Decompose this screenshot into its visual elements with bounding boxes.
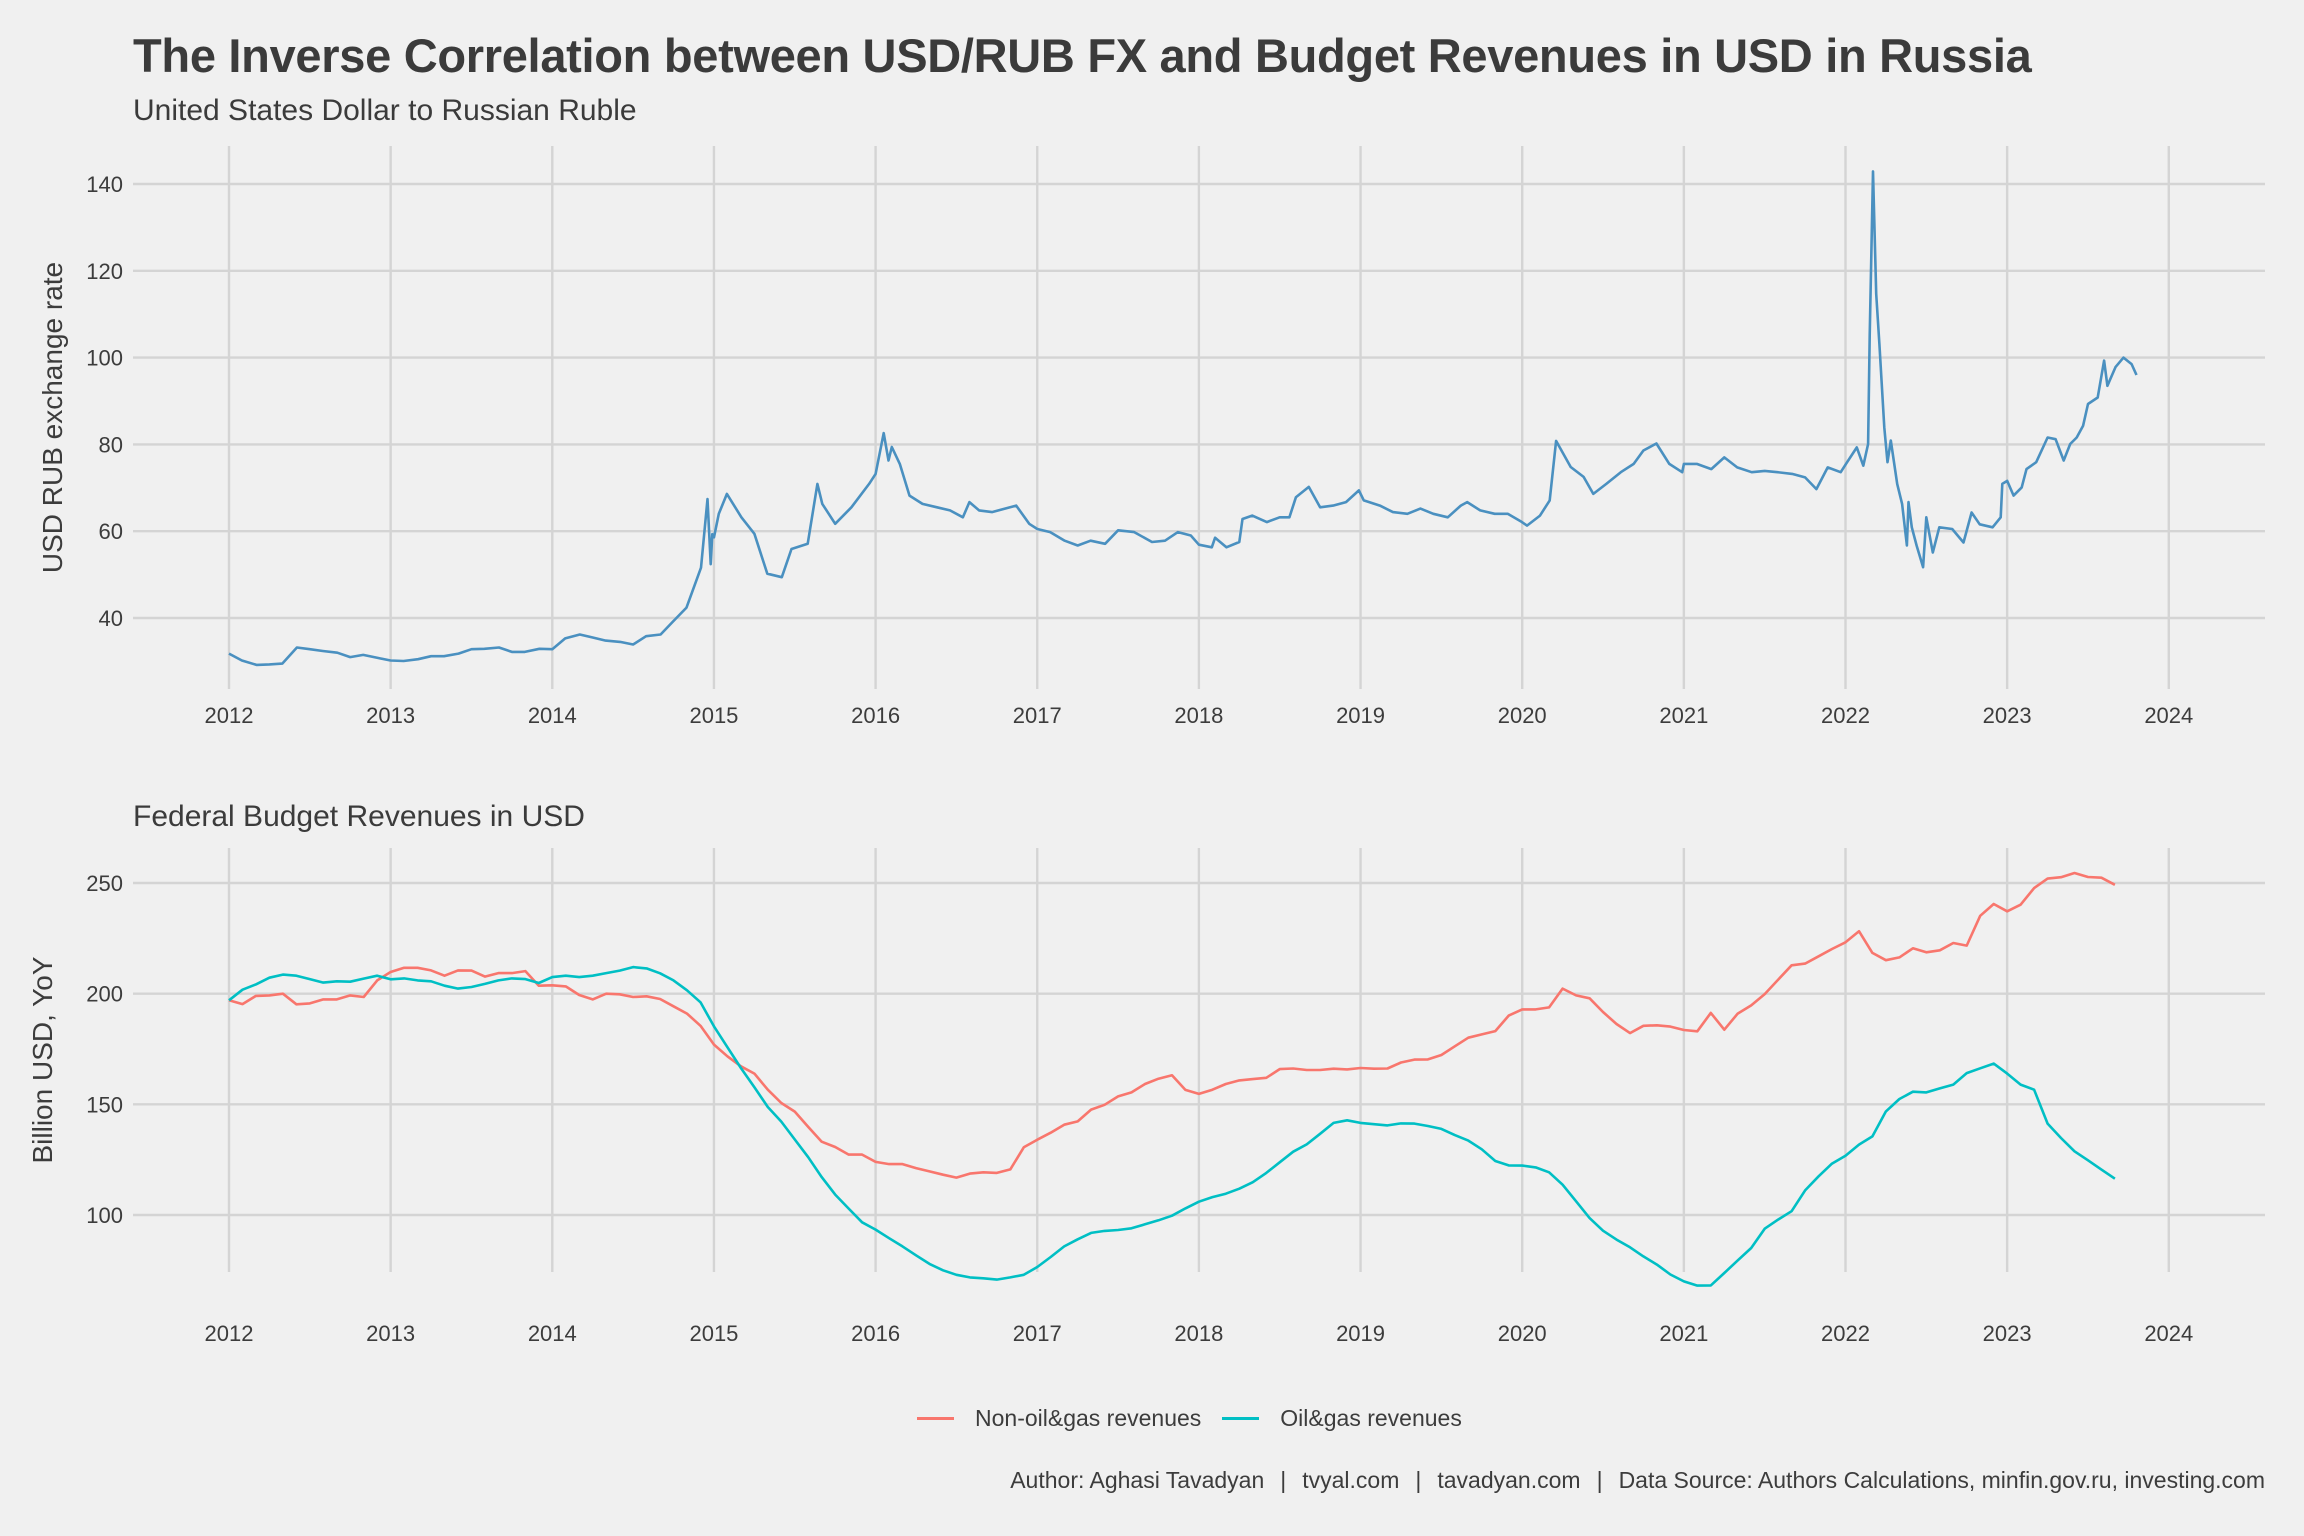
x-tick-label: 2022	[1821, 703, 1870, 728]
x-tick-label: 2024	[2144, 703, 2193, 728]
y-tick-label: 140	[86, 172, 123, 197]
footer-separator: |	[1415, 1467, 1422, 1493]
y-tick-label: 100	[86, 1203, 123, 1228]
x-tick-label: 2021	[1659, 703, 1708, 728]
x-tick-label: 2018	[1174, 703, 1223, 728]
footer-caption: Author: Aghasi Tavadyan | tvyal.com | tavady…	[1010, 1467, 2265, 1494]
x-tick-label: 2020	[1498, 1321, 1547, 1346]
x-tick-label: 2013	[366, 1321, 415, 1346]
x-tick-label: 2020	[1498, 703, 1547, 728]
x-tick-label: 2019	[1336, 1321, 1385, 1346]
x-tick-label: 2024	[2144, 1321, 2193, 1346]
fx-chart-subtitle: United States Dollar to Russian Ruble	[133, 94, 637, 127]
footer-data-source: Data Source: Authors Calculations, minfi…	[1618, 1467, 2265, 1493]
y-tick-label: 100	[86, 346, 123, 371]
y-tick-label: 200	[86, 982, 123, 1007]
x-tick-label: 2015	[689, 703, 738, 728]
legend: Non-oil&gas revenues Oil&gas revenues	[917, 1400, 1483, 1436]
y-axis-title: USD RUB exchange rate	[37, 262, 68, 573]
footer-site-tvyal: tvyal.com	[1302, 1467, 1400, 1493]
oil-revenue-line	[228, 965, 2116, 1287]
x-tick-label: 2017	[1013, 1321, 1062, 1346]
x-tick-label: 2021	[1659, 1321, 1708, 1346]
x-tick-label: 2012	[205, 1321, 254, 1346]
revenue-chart-subtitle: Federal Budget Revenues in USD	[133, 800, 585, 833]
footer-author: Author: Aghasi Tavadyan	[1010, 1467, 1265, 1493]
x-tick-label: 2013	[366, 703, 415, 728]
x-tick-label: 2014	[528, 703, 577, 728]
y-tick-label: 80	[99, 432, 123, 457]
legend-key-oil	[1222, 1416, 1260, 1420]
y-tick-label: 250	[86, 871, 123, 896]
y-axis-title: Billion USD, YoY	[27, 956, 58, 1163]
x-tick-label: 2019	[1336, 703, 1385, 728]
fx-panel: 40 60 80 100 120 140 2012 2013 2014 2015 2016 2017 2…	[37, 146, 2265, 728]
legend-key-non-oil	[917, 1416, 954, 1420]
x-tick-label: 2023	[1983, 1321, 2032, 1346]
legend-item-non-oil: Non-oil&gas revenues	[917, 1405, 1201, 1432]
x-tick-label: 2012	[205, 703, 254, 728]
x-tick-label: 2017	[1013, 703, 1062, 728]
fx-series-line	[228, 170, 2138, 667]
footer-separator: |	[1596, 1467, 1603, 1493]
x-tick-label: 2014	[528, 1321, 577, 1346]
legend-label-non-oil: Non-oil&gas revenues	[975, 1404, 1202, 1431]
footer-site-tavadyan: tavadyan.com	[1437, 1467, 1581, 1493]
x-tick-label: 2016	[851, 1321, 900, 1346]
footer-separator: |	[1280, 1467, 1287, 1493]
chart-title: The Inverse Correlation between USD/RUB …	[133, 29, 2032, 82]
y-tick-label: 60	[99, 519, 123, 544]
legend-item-oil: Oil&gas revenues	[1222, 1405, 1462, 1432]
x-tick-label: 2022	[1821, 1321, 1870, 1346]
y-tick-label: 40	[99, 606, 123, 631]
revenue-panel: 100 150 200 250 2012 2013 2014 2015 2016 2017 2018…	[27, 848, 2265, 1346]
x-tick-label: 2018	[1174, 1321, 1223, 1346]
y-tick-label: 150	[86, 1092, 123, 1117]
x-tick-label: 2023	[1983, 703, 2032, 728]
y-tick-label: 120	[86, 259, 123, 284]
legend-label-oil: Oil&gas revenues	[1280, 1404, 1462, 1431]
x-tick-label: 2016	[851, 703, 900, 728]
non-oil-revenue-line	[228, 871, 2116, 1179]
x-tick-label: 2015	[689, 1321, 738, 1346]
